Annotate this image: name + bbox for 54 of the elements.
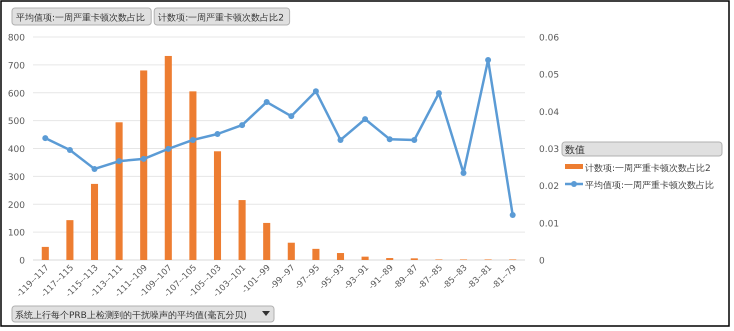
y2-tick-label: 0.05: [539, 70, 560, 81]
text: 平均值项:一周严重卡顿次数占比: [16, 12, 146, 24]
point: [140, 156, 147, 162]
y-tick-label: 200: [8, 200, 26, 211]
bar: [116, 122, 123, 260]
y-tick-label: 300: [8, 172, 26, 183]
bar: [362, 256, 369, 260]
y-tick-label: 800: [8, 34, 26, 44]
point: [42, 135, 48, 142]
y-tick-label: 500: [8, 117, 26, 128]
point: [214, 131, 220, 138]
point: [92, 166, 98, 172]
y-tick-label: 0: [19, 256, 26, 266]
point: [386, 136, 393, 142]
legend-label: 计数项:一周严重卡顿次数占比2: [585, 163, 711, 174]
point: [239, 122, 246, 128]
y2-tick-label: 0.04: [539, 108, 560, 118]
point: [165, 146, 172, 152]
point: [411, 136, 418, 143]
point: [460, 170, 466, 176]
text: 计数项:一周严重卡顿次数占比2: [158, 12, 284, 24]
legend-label: 平均值项:一周严重卡顿次数占比: [585, 180, 714, 191]
y2-tick-label: 0.01: [539, 219, 560, 230]
point: [338, 136, 344, 143]
point: [190, 136, 196, 143]
y-tick-label: 100: [8, 228, 26, 239]
y2-tick-label: 0: [539, 256, 545, 266]
bar: [288, 242, 295, 260]
bar: [189, 91, 196, 260]
legend-title: 数值: [565, 145, 585, 156]
bar: [238, 200, 246, 260]
y2-tick-label: 0.06: [539, 34, 560, 44]
y2-tick-label: 0.02: [539, 182, 560, 192]
bar: [42, 246, 49, 260]
bar: [336, 253, 344, 260]
point: [116, 158, 122, 164]
point: [362, 116, 368, 122]
y-tick-label: 400: [8, 145, 26, 155]
bar: [164, 56, 172, 260]
bar: [263, 222, 270, 260]
point: [510, 212, 516, 218]
bar: [66, 220, 74, 260]
y2-tick-label: 0.03: [539, 145, 560, 155]
bar: [90, 184, 98, 260]
point: [288, 113, 294, 120]
point: [66, 146, 73, 153]
x-axis-title: 系统上行每个PRB上检测到的干扰噪声的平均值(毫瓦分贝): [15, 310, 247, 321]
bar: [312, 248, 320, 260]
bar: [140, 70, 148, 260]
bar: [214, 151, 222, 260]
point: [312, 88, 319, 94]
y-tick-label: 600: [8, 89, 26, 100]
point: [264, 99, 270, 106]
y-tick-label: 700: [8, 61, 26, 72]
